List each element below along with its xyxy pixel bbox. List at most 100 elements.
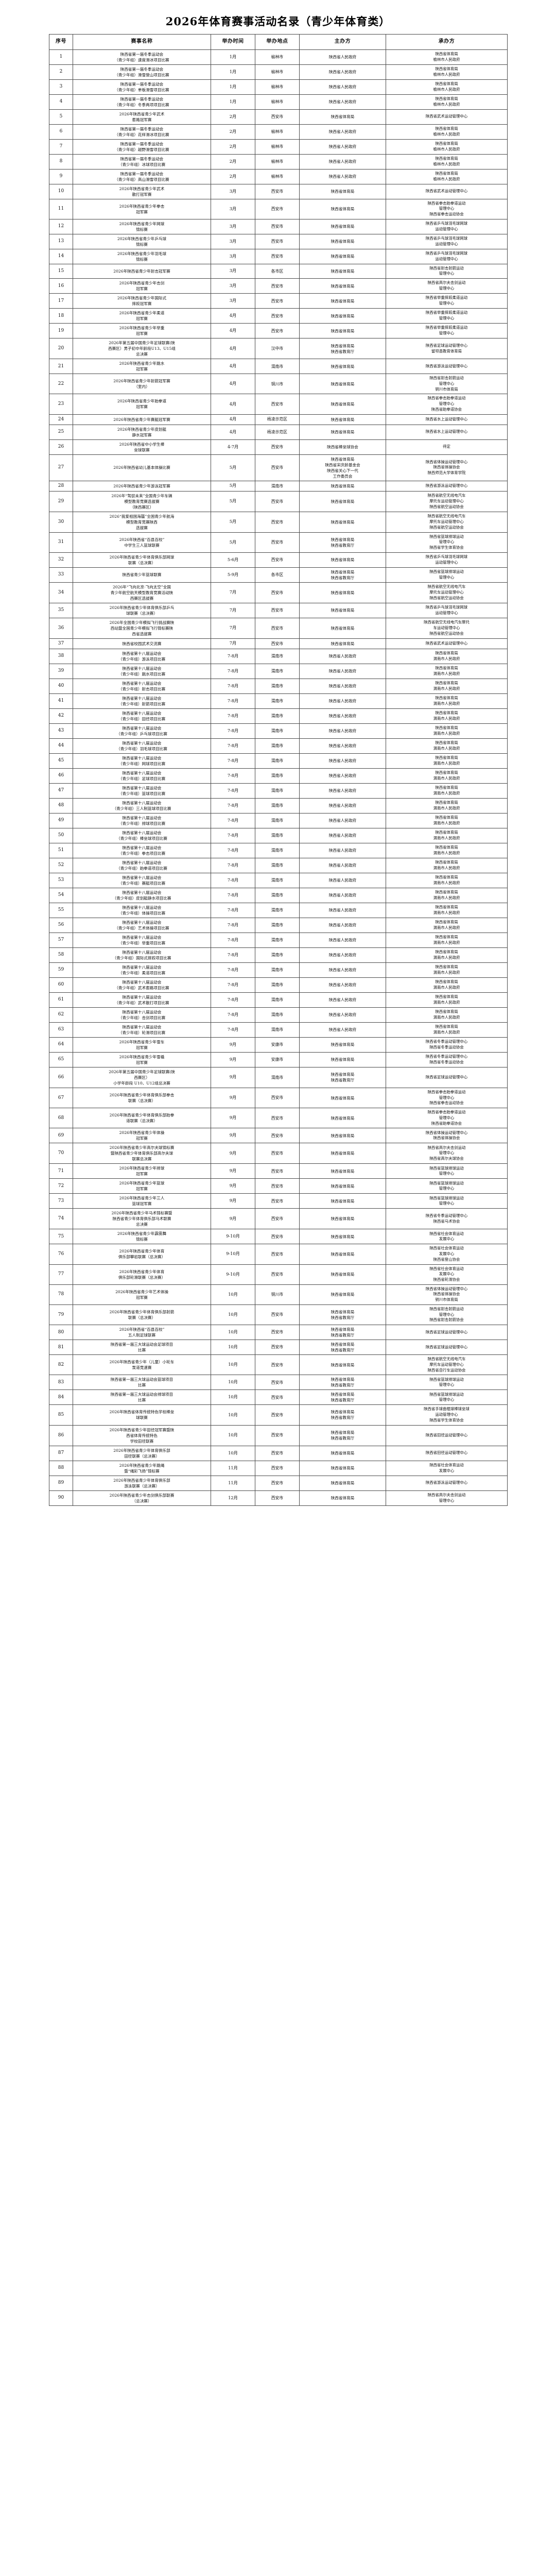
row-event-name: 2026年陕西省青少年跳绳 暨“绳彩飞扬”锦标赛 <box>73 1460 211 1476</box>
row-event-time: 9月 <box>211 1208 255 1230</box>
row-event-name: 陕西省第十八届运动会 （青少年组）羽毛球项目比赛 <box>73 738 211 754</box>
row-event-name: 2026年陕西省青少年体操 冠军赛 <box>73 1128 211 1144</box>
row-no: 20 <box>49 338 73 360</box>
row-event-name: 2026年陕西省青少年拳击 冠军赛 <box>73 198 211 219</box>
row-event-organizer: 陕西省足球运动管理中心 <box>386 1325 508 1341</box>
row-event-time: 9月 <box>211 1178 255 1194</box>
row-event-time: 10月 <box>211 1404 255 1426</box>
column-header-host: 主办方 <box>299 34 386 50</box>
row-event-organizer: 陕西省体育局 渭南市人民政府 <box>386 887 508 903</box>
row-event-host: 陕西省人民政府 <box>299 992 386 1008</box>
row-event-organizer: 陕西省体育局 榆林市人民政府 <box>386 124 508 140</box>
row-event-organizer: 陕西省武术运动管理中心 <box>386 638 508 649</box>
row-no: 2 <box>49 64 73 80</box>
row-event-time: 7-8月 <box>211 753 255 769</box>
row-event-time: 10月 <box>211 1445 255 1461</box>
row-event-name: 陕西省第十八届运动会 （青少年组）柔道项目比赛 <box>73 962 211 978</box>
row-event-time: 7-8月 <box>211 708 255 724</box>
row-event-time: 3月 <box>211 248 255 264</box>
row-event-place: 榆林市 <box>255 154 300 170</box>
row-event-organizer: 陕西省举重摔跤柔道运动 管理中心 <box>386 293 508 309</box>
row-event-time: 7-8月 <box>211 738 255 754</box>
row-event-name: 陕西省第一届冬季运动会 （青少年组）越野滑雪项目比赛 <box>73 139 211 155</box>
row-event-name: 2026年陕西省青少年体育俱乐部网球 联赛（总决赛） <box>73 552 211 568</box>
row-event-place: 西安市 <box>255 1087 300 1109</box>
row-event-place: 西安市 <box>255 552 300 568</box>
table-row: 2 陕西省第一届冬季运动会 （青少年组）滑雪登山项目比赛 1月 榆林市 陕西省人民政府 陕西… <box>49 64 508 80</box>
row-event-name: 陕西省第十八届运动会 （青少年组）跳水项目比赛 <box>73 663 211 679</box>
row-no: 50 <box>49 827 73 843</box>
row-event-organizer: 陕西省拳击跆拳道运动 管理中心 陕西省跆拳道协会 <box>386 1108 508 1129</box>
row-event-host: 陕西省人民政府 <box>299 94 386 110</box>
row-event-time: 4月 <box>211 414 255 425</box>
row-no: 53 <box>49 872 73 888</box>
row-event-organizer: 陕西省体育局 渭南市人民政府 <box>386 723 508 739</box>
row-event-time: 7-8月 <box>211 723 255 739</box>
row-event-time: 9月 <box>211 1087 255 1109</box>
table-row: 85 2026年陕西省体育传统特色学校棒垒 球联赛 10月 西安市 陕西省体育局 陕西省教育… <box>49 1404 508 1426</box>
row-no: 5 <box>49 109 73 125</box>
row-event-host: 陕西省人民政府 <box>299 723 386 739</box>
row-event-host: 陕西省人民政府 <box>299 648 386 664</box>
table-row: 59 陕西省第十八届运动会 （青少年组）柔道项目比赛 7-8月 渭南市 陕西省人民政府 陕西… <box>49 962 508 978</box>
row-event-time: 1月 <box>211 49 255 65</box>
table-row: 89 2026年陕西省青少年体育俱乐部 游泳联赛（总决赛） 11月 西安市 陕西省体育局陕… <box>49 1475 508 1491</box>
row-event-organizer: 陕西省乒乓球羽毛球网球 运动管理中心 <box>386 552 508 568</box>
row-event-host: 陕西省体育局 <box>299 198 386 219</box>
row-event-name: 陕西省第一届冬季运动会 （青少年组）冰球项目比赛 <box>73 154 211 170</box>
row-event-place: 西安市 <box>255 1375 300 1391</box>
row-no: 76 <box>49 1244 73 1265</box>
row-event-place: 西安市 <box>255 1445 300 1461</box>
row-event-time: 7月 <box>211 638 255 649</box>
row-event-name: 陕西省第一届三大球运动会篮球项目 比赛 <box>73 1375 211 1391</box>
row-no: 59 <box>49 962 73 978</box>
table-row: 73 2026年陕西省青少年三人 篮球冠军赛 9月 西安市 陕西省体育局 陕西省篮球排球运动… <box>49 1193 508 1209</box>
row-event-name: 2026年陕西省体育传统特色学校棒垒 球联赛 <box>73 1404 211 1426</box>
row-event-organizer: 陕西省体育局 榆林市人民政府 <box>386 64 508 80</box>
row-no: 15 <box>49 263 73 279</box>
row-event-name: 2026年陕西省青少年跆拳道 冠军赛 <box>73 394 211 415</box>
row-event-host: 陕西省体育局 <box>299 1037 386 1053</box>
row-event-place: 西安市 <box>255 1389 300 1405</box>
row-event-name: 2026年陕西省青少年篮球 冠军赛 <box>73 1178 211 1194</box>
table-row: 56 陕西省第十八届运动会 （青少年组）艺术体操项目比赛 7-8月 渭南市 陕西省人民政府… <box>49 917 508 933</box>
row-event-place: 渭南市 <box>255 812 300 828</box>
row-no: 37 <box>49 638 73 649</box>
row-event-name: 陕西省第一届三大球运动会足球项目 比赛 <box>73 1340 211 1355</box>
row-no: 81 <box>49 1340 73 1355</box>
table-row: 80 2026年陕西省“百县百校” 五人制足球联赛 10月 西安市 陕西省体育局 陕西省教育… <box>49 1325 508 1341</box>
row-event-name: 2026年陕西省青少年艺术体操 冠军赛 <box>73 1284 211 1305</box>
row-event-host: 陕西省体育局 <box>299 1244 386 1265</box>
row-event-time: 7-8月 <box>211 992 255 1008</box>
row-event-host: 陕西省体育局 <box>299 1178 386 1194</box>
row-event-organizer: 陕西省体育局 渭南市人民政府 <box>386 1022 508 1038</box>
row-event-time: 10月 <box>211 1389 255 1405</box>
row-event-name: 2026年陕西省青少年武术 套路冠军赛 <box>73 109 211 125</box>
row-event-host: 陕西省人民政府 <box>299 872 386 888</box>
row-event-time: 7-8月 <box>211 917 255 933</box>
row-event-time: 7-8月 <box>211 827 255 843</box>
row-event-organizer: 陕西省乒乓球羽毛球网球 运动管理中心 <box>386 602 508 618</box>
table-row: 26 2026年陕西省中小学生棒 垒球联赛 4-7月 西安市 陕西省棒垒球协会 待定 <box>49 439 508 455</box>
row-no: 56 <box>49 917 73 933</box>
row-event-place: 铜川市 <box>255 1284 300 1305</box>
row-event-time: 9月 <box>211 1128 255 1144</box>
row-event-host: 陕西省人民政府 <box>299 168 386 184</box>
row-event-name: 2026年第五届中国青少年足球联赛(陕 西赛区）男子初中年龄段U13、U15组 总决… <box>73 338 211 360</box>
row-no: 17 <box>49 293 73 309</box>
row-no: 60 <box>49 977 73 993</box>
row-event-name: 陕西省校园武术交流赛 <box>73 638 211 649</box>
table-row: 87 2026年陕西省青少年体育俱乐部 田径联赛（总决赛） 10月 西安市 陕西省体育局陕… <box>49 1445 508 1461</box>
row-event-place: 渭南市 <box>255 962 300 978</box>
row-event-time: 3月 <box>211 198 255 219</box>
row-event-host: 陕西省体育局 陕西省教育厅 <box>299 338 386 360</box>
row-event-host: 陕西省体育局 陕西省宋庆龄基金会 陕西省关心下一代 工作委员会 <box>299 454 386 481</box>
row-event-name: 陕西省第一届冬季运动会 （青少年组）滑雪登山项目比赛 <box>73 64 211 80</box>
row-event-name: 2026年陕西省青少年霹雳舞 锦标赛 <box>73 1229 211 1245</box>
row-event-time: 9月 <box>211 1066 255 1088</box>
row-event-place: 渭南市 <box>255 827 300 843</box>
table-head: 序号 赛事名称 举办时间 举办地点 主办方 承办方 <box>49 34 508 50</box>
row-event-organizer: 陕西省田径运动管理中心 <box>386 1445 508 1461</box>
row-event-time: 4月 <box>211 394 255 415</box>
row-no: 69 <box>49 1128 73 1144</box>
